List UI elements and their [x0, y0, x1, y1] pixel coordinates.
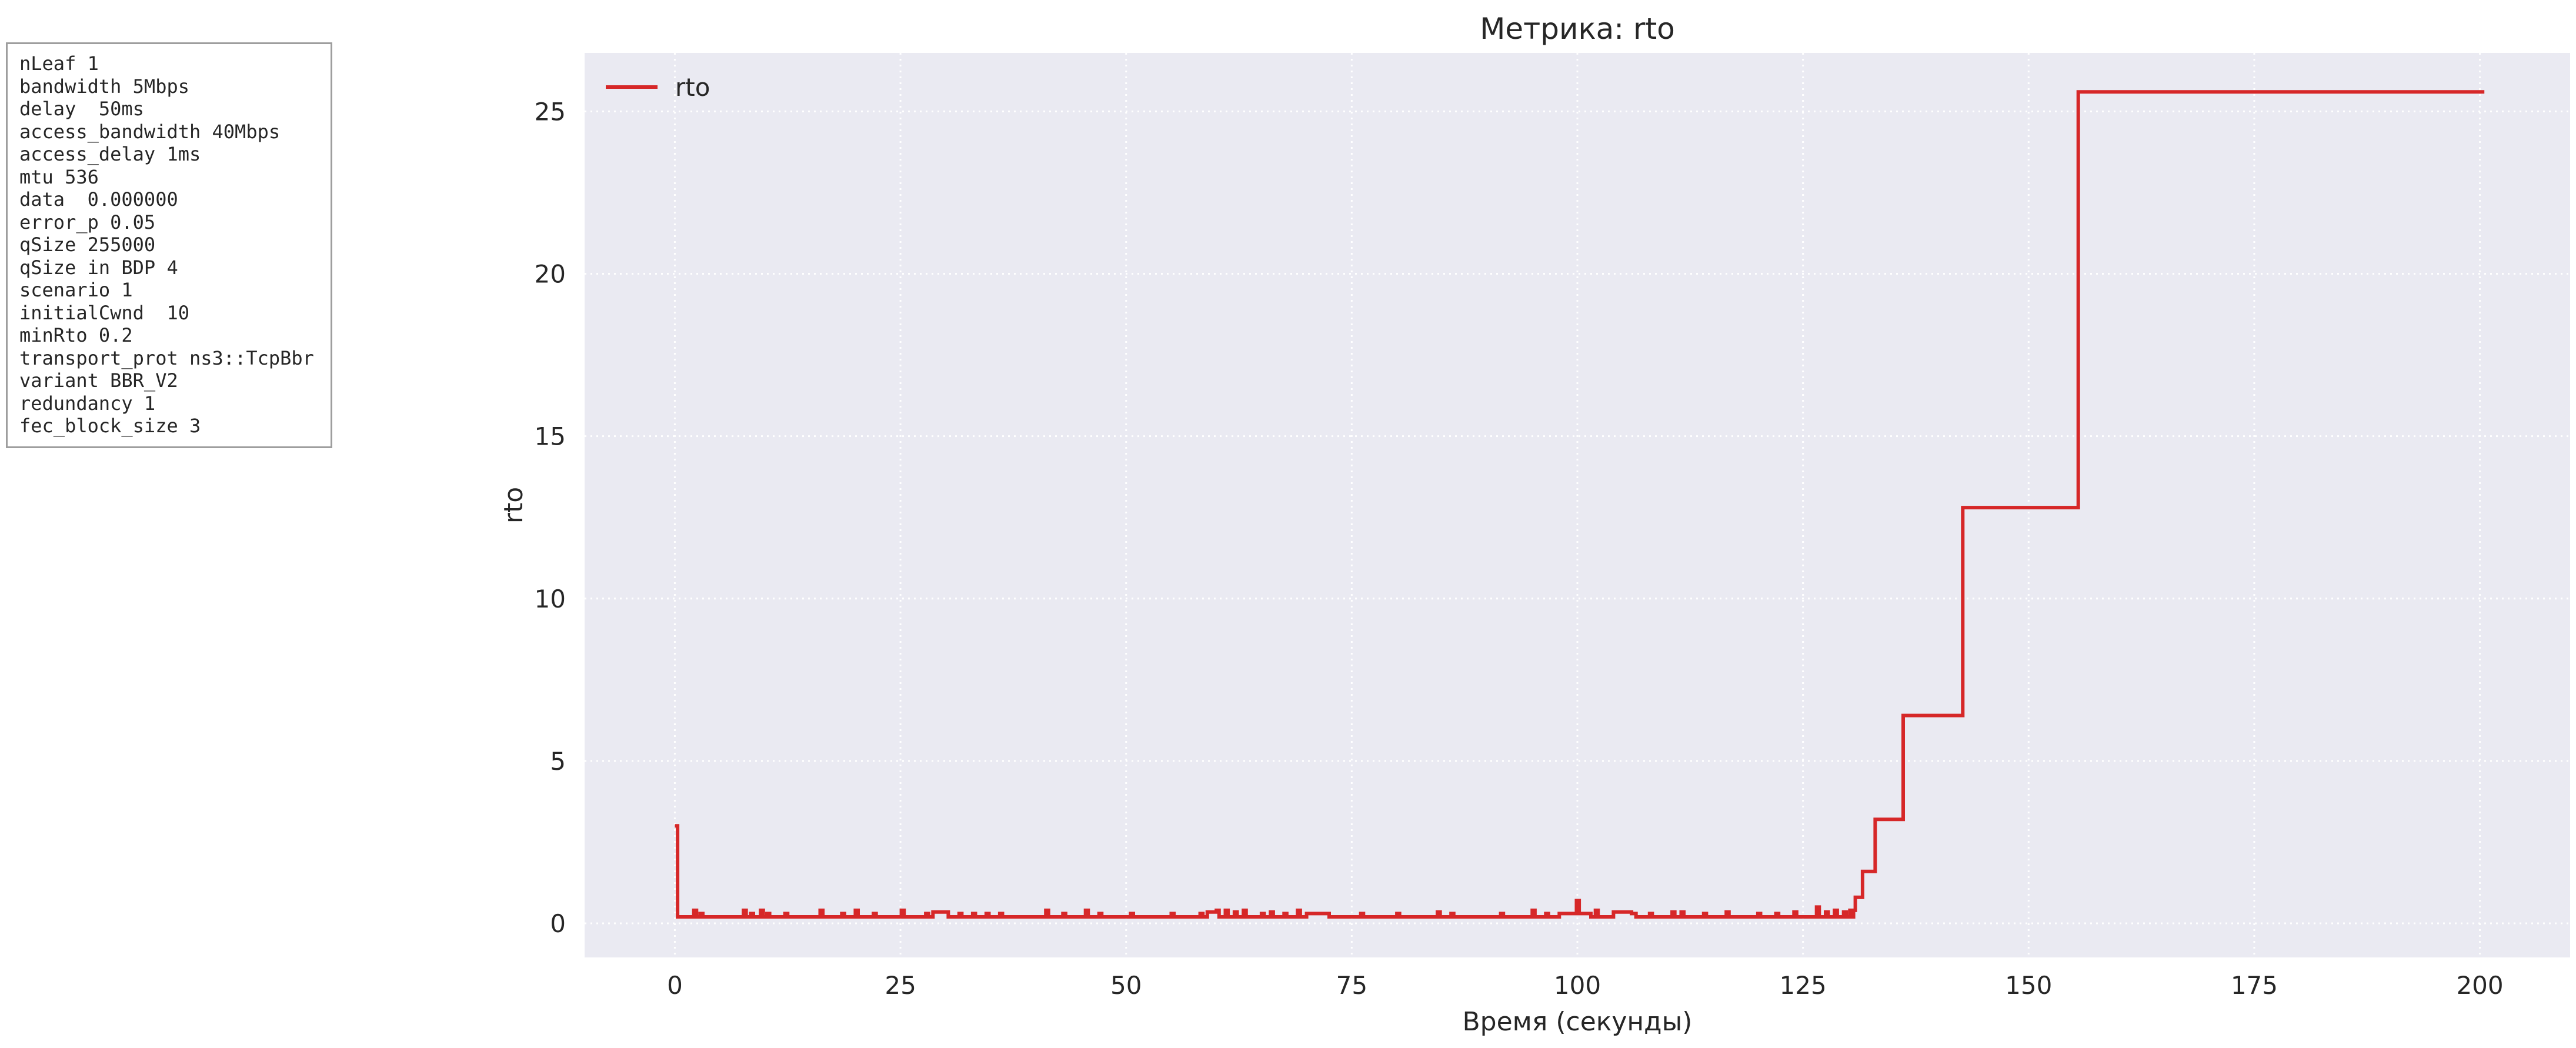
x-tick-label: 50	[1110, 971, 1142, 1000]
series-layer	[675, 90, 2485, 919]
param-line: initialCwnd 10	[19, 301, 189, 324]
x-tick-label: 150	[2005, 971, 2052, 1000]
x-tick-label: 125	[1780, 971, 1827, 1000]
y-tick-label: 25	[535, 97, 566, 126]
y-gridlines	[585, 110, 2570, 924]
param-line: variant BBR_V2	[19, 369, 178, 392]
x-tick-label: 175	[2231, 971, 2278, 1000]
param-line: delay 50ms	[19, 98, 144, 120]
x-axis-label: Время (секунды)	[1463, 1007, 1693, 1037]
param-line: redundancy 1	[19, 392, 156, 415]
x-tick-label: 75	[1336, 971, 1367, 1000]
x-gridlines	[673, 53, 2481, 957]
legend: rto	[606, 73, 710, 102]
param-line: minRto 0.2	[19, 324, 133, 346]
y-tick-label: 10	[535, 585, 566, 613]
x-tick-label: 25	[885, 971, 916, 1000]
x-tick-label: 100	[1554, 971, 1601, 1000]
param-line: nLeaf 1	[19, 52, 99, 75]
chart-title: Метрика: rto	[1480, 12, 1675, 46]
param-line: error_p 0.05	[19, 211, 156, 233]
param-line: qSize in BDP 4	[19, 256, 178, 279]
param-line: scenario 1	[19, 279, 133, 301]
param-line: transport_prot ns3::TcpBbr	[19, 346, 314, 369]
param-line: access_delay 1ms	[19, 143, 201, 165]
y-tick-label: 20	[535, 260, 566, 289]
legend-label-rto: rto	[675, 73, 710, 102]
series-line-rto	[675, 90, 2485, 919]
param-line: access_bandwidth 40Mbps	[19, 120, 281, 143]
param-line: fec_block_size 3	[19, 415, 201, 437]
parameter-list: nLeaf 1 bandwidth 5Mbps delay 50ms access_b…	[19, 52, 331, 438]
simulation-parameters-box: nLeaf 1 bandwidth 5Mbps delay 50ms access_b…	[6, 42, 332, 448]
x-tick-labels: 0 25 50 75 100 125 150 175 200	[667, 971, 2504, 1000]
param-line: qSize 255000	[19, 233, 156, 256]
y-tick-label: 15	[535, 422, 566, 451]
x-tick-label: 0	[667, 971, 683, 1000]
y-tick-label: 5	[550, 747, 566, 776]
x-tick-label: 200	[2456, 971, 2503, 1000]
y-axis-label: rto	[499, 487, 529, 523]
param-line: bandwidth 5Mbps	[19, 75, 189, 98]
y-tick-labels: 0 5 10 15 20 25	[535, 97, 566, 938]
y-tick-label: 0	[550, 909, 566, 938]
param-line: mtu 536	[19, 165, 99, 188]
param-line: data 0.000000	[19, 188, 178, 211]
